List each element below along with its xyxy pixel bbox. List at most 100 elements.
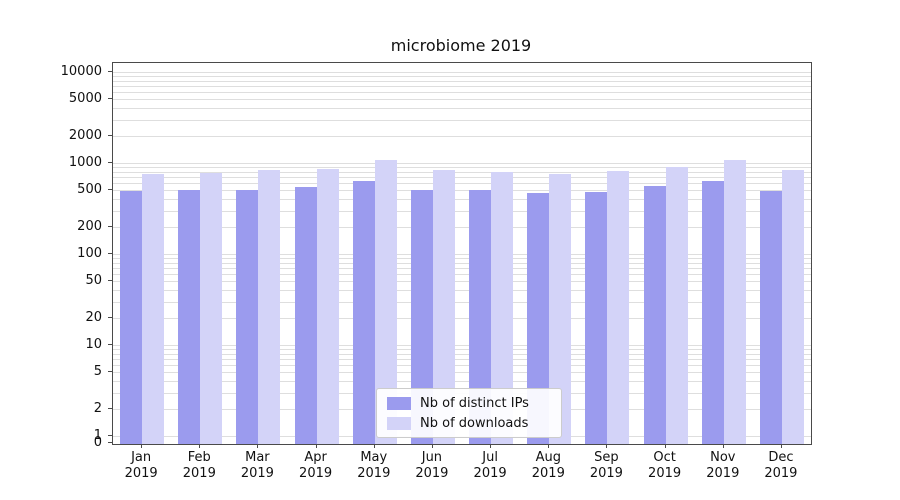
y-tick-label: 5000 xyxy=(68,91,102,107)
gridline xyxy=(113,177,811,179)
x-tick-month: Jan xyxy=(131,450,152,465)
x-tick-label: Jul 2019 xyxy=(460,450,520,482)
gridline xyxy=(113,108,811,110)
x-tick-label: Apr 2019 xyxy=(286,450,346,482)
gridline xyxy=(113,359,811,361)
gridline xyxy=(113,353,811,355)
bar-distinct-ips xyxy=(352,181,375,444)
x-tick-label: May 2019 xyxy=(344,450,404,482)
x-tick-mark xyxy=(199,444,201,448)
y-tick-mark xyxy=(108,407,112,409)
gridline xyxy=(113,135,811,137)
x-tick-month: Jul xyxy=(482,450,498,465)
bar-distinct-ips xyxy=(643,185,666,444)
gridline xyxy=(113,92,811,94)
gridline xyxy=(113,167,811,169)
x-tick-month: Jun xyxy=(421,450,443,465)
gridline xyxy=(113,210,811,212)
bar-distinct-ips xyxy=(527,193,550,444)
y-tick-label: 1000 xyxy=(68,155,102,170)
y-tick-mark xyxy=(108,162,112,163)
bar-downloads xyxy=(142,173,165,444)
x-tick-month: Sep xyxy=(594,450,619,465)
x-tick-month: Mar xyxy=(245,450,270,465)
y-tick-mark xyxy=(108,316,112,318)
gridline xyxy=(113,268,811,270)
bar-downloads xyxy=(665,166,688,444)
gridline xyxy=(113,274,811,276)
y-tick-label: 10000 xyxy=(60,64,102,79)
y-tick-label: 0 xyxy=(93,435,102,450)
y-tick-label: 10 xyxy=(85,337,102,352)
gridline xyxy=(113,262,811,264)
y-tick-mark xyxy=(108,280,112,282)
x-tick-mark xyxy=(606,444,608,448)
bar-distinct-ips xyxy=(178,189,201,444)
x-tick-year: 2019 xyxy=(648,466,682,481)
bar-distinct-ips xyxy=(701,181,724,444)
x-tick-label: Jan 2019 xyxy=(111,450,171,482)
x-tick-mark xyxy=(664,444,666,448)
x-tick-mark xyxy=(490,444,492,448)
y-tick-label: 1 xyxy=(93,428,102,443)
x-tick-year: 2019 xyxy=(357,466,391,481)
x-tick-month: Aug xyxy=(535,450,561,465)
x-axis: Jan 2019 Feb 2019 Mar 2019 Apr 2019 May 2019 Jun 20… xyxy=(112,443,810,491)
y-tick-label: 20 xyxy=(85,309,102,325)
legend-label: Nb of downloads xyxy=(420,415,529,431)
x-tick-year: 2019 xyxy=(706,466,740,481)
y-tick-label: 100 xyxy=(77,246,102,261)
bar-distinct-ips xyxy=(120,191,143,444)
x-tick-mark xyxy=(780,444,782,448)
bar-downloads xyxy=(549,173,572,444)
bar-distinct-ips xyxy=(236,189,259,444)
x-tick-label: Jun 2019 xyxy=(402,450,462,482)
gridline xyxy=(113,171,811,173)
gridline xyxy=(113,254,811,255)
gridline xyxy=(113,99,811,101)
chart-title: microbiome 2019 xyxy=(390,36,532,55)
x-tick-year: 2019 xyxy=(473,466,507,481)
x-tick-month: Dec xyxy=(768,450,794,465)
y-tick-label: 500 xyxy=(77,182,102,198)
bar-downloads xyxy=(723,159,746,444)
x-tick-label: Oct 2019 xyxy=(635,450,695,482)
x-tick-month: Oct xyxy=(653,450,676,465)
y-axis: 0 1 2 5 10 20 50 100 200 500 1000 2000 5000 10000 xyxy=(0,62,112,450)
x-tick-year: 2019 xyxy=(589,466,623,481)
y-tick-mark xyxy=(108,134,112,136)
bar-distinct-ips xyxy=(759,190,782,444)
legend-swatch xyxy=(387,416,411,430)
gridline xyxy=(113,183,811,185)
y-tick-mark xyxy=(108,442,112,443)
bar-downloads xyxy=(491,171,514,444)
y-tick-label: 5 xyxy=(93,364,102,380)
gridline xyxy=(113,365,811,367)
x-tick-label: Mar 2019 xyxy=(227,450,287,482)
bar-distinct-ips xyxy=(585,192,608,444)
gridline xyxy=(113,199,811,201)
gridline xyxy=(113,226,811,228)
gridline xyxy=(113,119,811,121)
legend: Nb of distinct IPs Nb of downloads xyxy=(376,388,562,438)
x-tick-label: Nov 2019 xyxy=(693,450,753,482)
y-tick-mark xyxy=(108,98,112,100)
bar-downloads xyxy=(200,173,223,444)
y-tick-label: 2 xyxy=(93,400,102,416)
x-tick-year: 2019 xyxy=(531,466,565,481)
gridline xyxy=(113,80,811,82)
gridline xyxy=(113,301,811,303)
x-tick-mark xyxy=(141,444,143,448)
gridline xyxy=(113,163,811,164)
bar-downloads xyxy=(432,170,455,444)
x-tick-year: 2019 xyxy=(240,466,274,481)
x-tick-month: Apr xyxy=(304,450,327,465)
y-tick-label: 200 xyxy=(77,218,102,234)
y-tick-mark xyxy=(108,225,112,227)
y-tick-label: 2000 xyxy=(68,127,102,143)
y-tick-label: 50 xyxy=(85,273,102,289)
x-tick-year: 2019 xyxy=(124,466,158,481)
gridline xyxy=(113,281,811,283)
bar-downloads xyxy=(316,168,339,444)
